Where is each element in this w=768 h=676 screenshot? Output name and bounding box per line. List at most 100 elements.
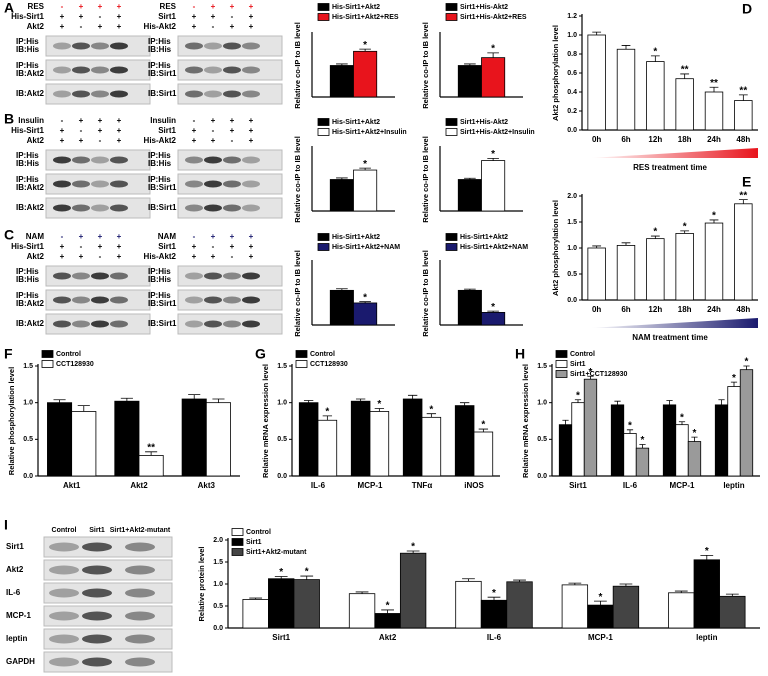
x-tick-label: IL-6 [311,481,326,490]
x-tick-label: MCP-1 [670,481,695,490]
legend-swatch [231,538,244,546]
x-tick-label: iNOS [464,481,484,490]
blot-band [82,588,112,598]
blot-band [53,156,71,164]
error-bar [650,55,660,62]
significance-mark: * [491,302,495,313]
bar [457,65,482,98]
condition-sign: + [249,136,254,145]
significance-mark: * [279,567,283,578]
condition-sign: - [231,12,234,21]
bar [242,599,269,629]
x-tick-label: Akt3 [198,481,216,490]
condition-sign: + [230,126,235,135]
blot-band [223,204,241,212]
blot-band [242,320,260,328]
condition-label: Akt2 [27,252,45,261]
bar [646,238,665,301]
bar [587,604,614,629]
blot-band [242,272,260,280]
bar [734,203,753,301]
y-tick-label: 0.5 [277,436,287,443]
legend-swatch [555,360,568,368]
condition-sign: + [249,232,254,241]
legend-swatch [317,118,330,126]
bar [616,48,636,131]
error-bar [621,242,631,246]
blot-band [242,180,260,188]
blot-band [82,542,112,552]
condition-sign: + [98,2,103,11]
blot-band [49,542,79,552]
legend-swatch [445,3,458,11]
x-tick-label: 0h [592,305,601,314]
legend-label: His-Sirt1+Akt2 [332,119,380,126]
significance-mark: * [491,44,495,55]
error-bar [249,597,263,600]
blot-band [223,156,241,164]
x-tick-label: MCP-1 [358,481,383,490]
condition-sign: - [61,232,64,241]
blot-band [72,156,90,164]
blot-row-label: IB:Akt2 [16,319,45,328]
legend-swatch [317,3,330,11]
condition-sign: + [249,2,254,11]
panel-letter: E [742,174,751,190]
condition-sign: + [79,12,84,21]
blot-band [204,156,222,164]
y-tick-label: 1.5 [213,559,223,566]
blot-band [204,204,222,212]
significance-mark: * [732,373,736,384]
bar [727,386,741,477]
blot-band [53,180,71,188]
blot-strip [45,59,151,81]
y-tick-label: 0.6 [567,70,577,77]
bar [205,402,231,477]
condition-sign: + [98,22,103,31]
x-tick-label: TNFα [412,481,433,490]
error-bar [680,73,690,79]
blot-row-label: IP:His [148,267,171,276]
error-bar [666,400,673,405]
blot-band [82,565,112,575]
blot-band [185,66,203,74]
blot-band [53,42,71,50]
error-bar [487,52,499,58]
condition-sign: - [61,116,64,125]
blot-row-label: IP:His [16,291,39,300]
blot-row-label: IB:Sirt1 [148,319,177,328]
blot-row-label: IB:Sirt1 [148,89,177,98]
error-bar [336,63,348,66]
condition-label: His-Akt2 [144,252,177,261]
y-tick-label: 2.0 [567,193,577,200]
panel-letter: A [4,0,14,16]
condition-label: His-Akt2 [144,22,177,31]
blot-row-label: IP:His [148,151,171,160]
legend-label: His-Sirt1+Akt2+RES [332,14,399,21]
legend-swatch [295,350,308,358]
significance-mark: * [680,412,684,423]
error-bar [355,591,369,594]
significance-mark: * [492,588,496,599]
condition-label: Insulin [150,116,176,125]
condition-sign: - [193,2,196,11]
significance-mark: ** [739,190,747,201]
condition-sign: + [230,242,235,251]
x-axis-label: RES treatment time [633,163,707,172]
condition-sign: - [231,252,234,261]
error-bar [359,48,371,52]
blot-band [72,66,90,74]
blot-band [82,634,112,644]
bar [402,398,423,477]
error-bar [381,609,394,614]
significance-mark: ** [681,65,689,76]
significance-mark: ** [147,442,155,453]
bar [457,289,482,326]
legend-swatch [41,360,54,368]
error-bar [487,596,501,601]
blot-band [49,565,79,575]
error-bar [674,590,688,593]
legend-swatch [317,233,330,241]
legend-label: Control [56,351,81,358]
x-tick-label: 18h [678,305,692,314]
